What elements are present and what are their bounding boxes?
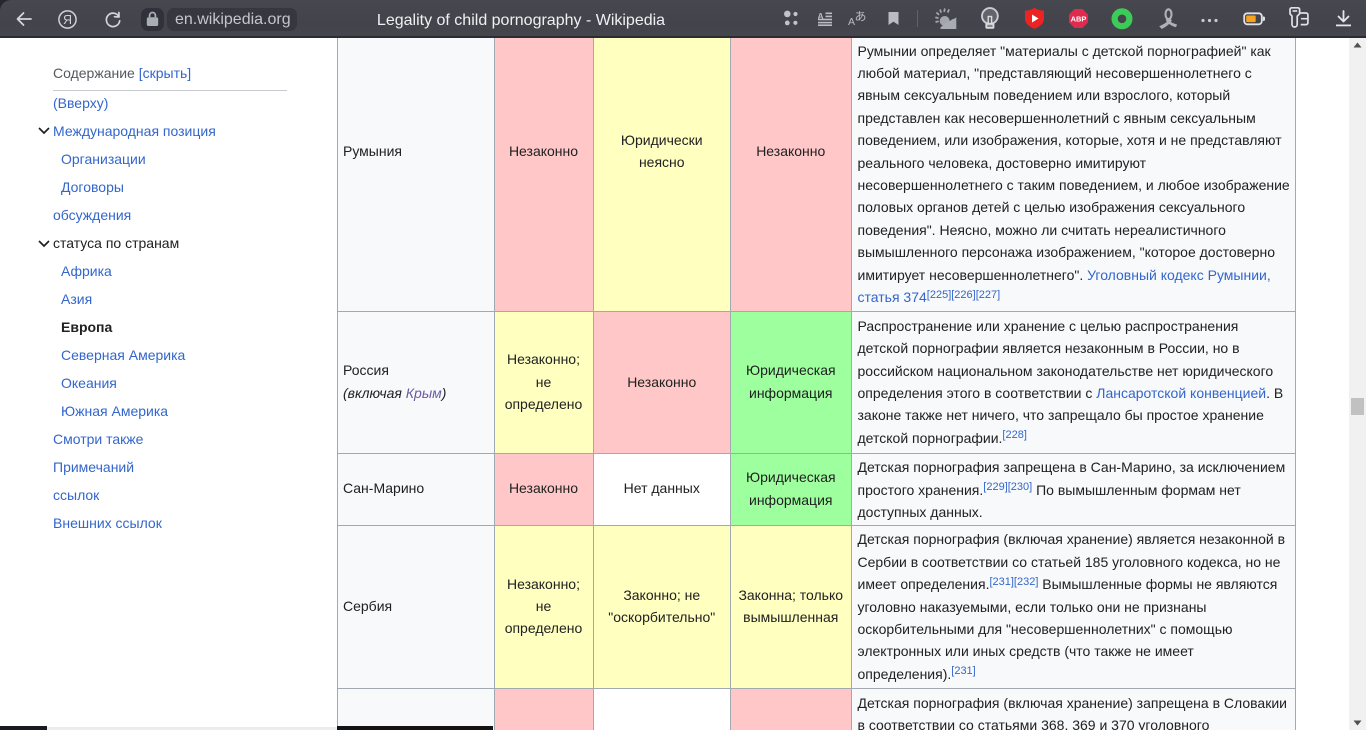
- svg-text:ABP: ABP: [1070, 14, 1086, 23]
- svg-text:A: A: [848, 16, 855, 27]
- svg-text:Я: Я: [63, 13, 72, 27]
- svg-text:あ: あ: [855, 10, 867, 24]
- svg-text:A: A: [818, 12, 824, 21]
